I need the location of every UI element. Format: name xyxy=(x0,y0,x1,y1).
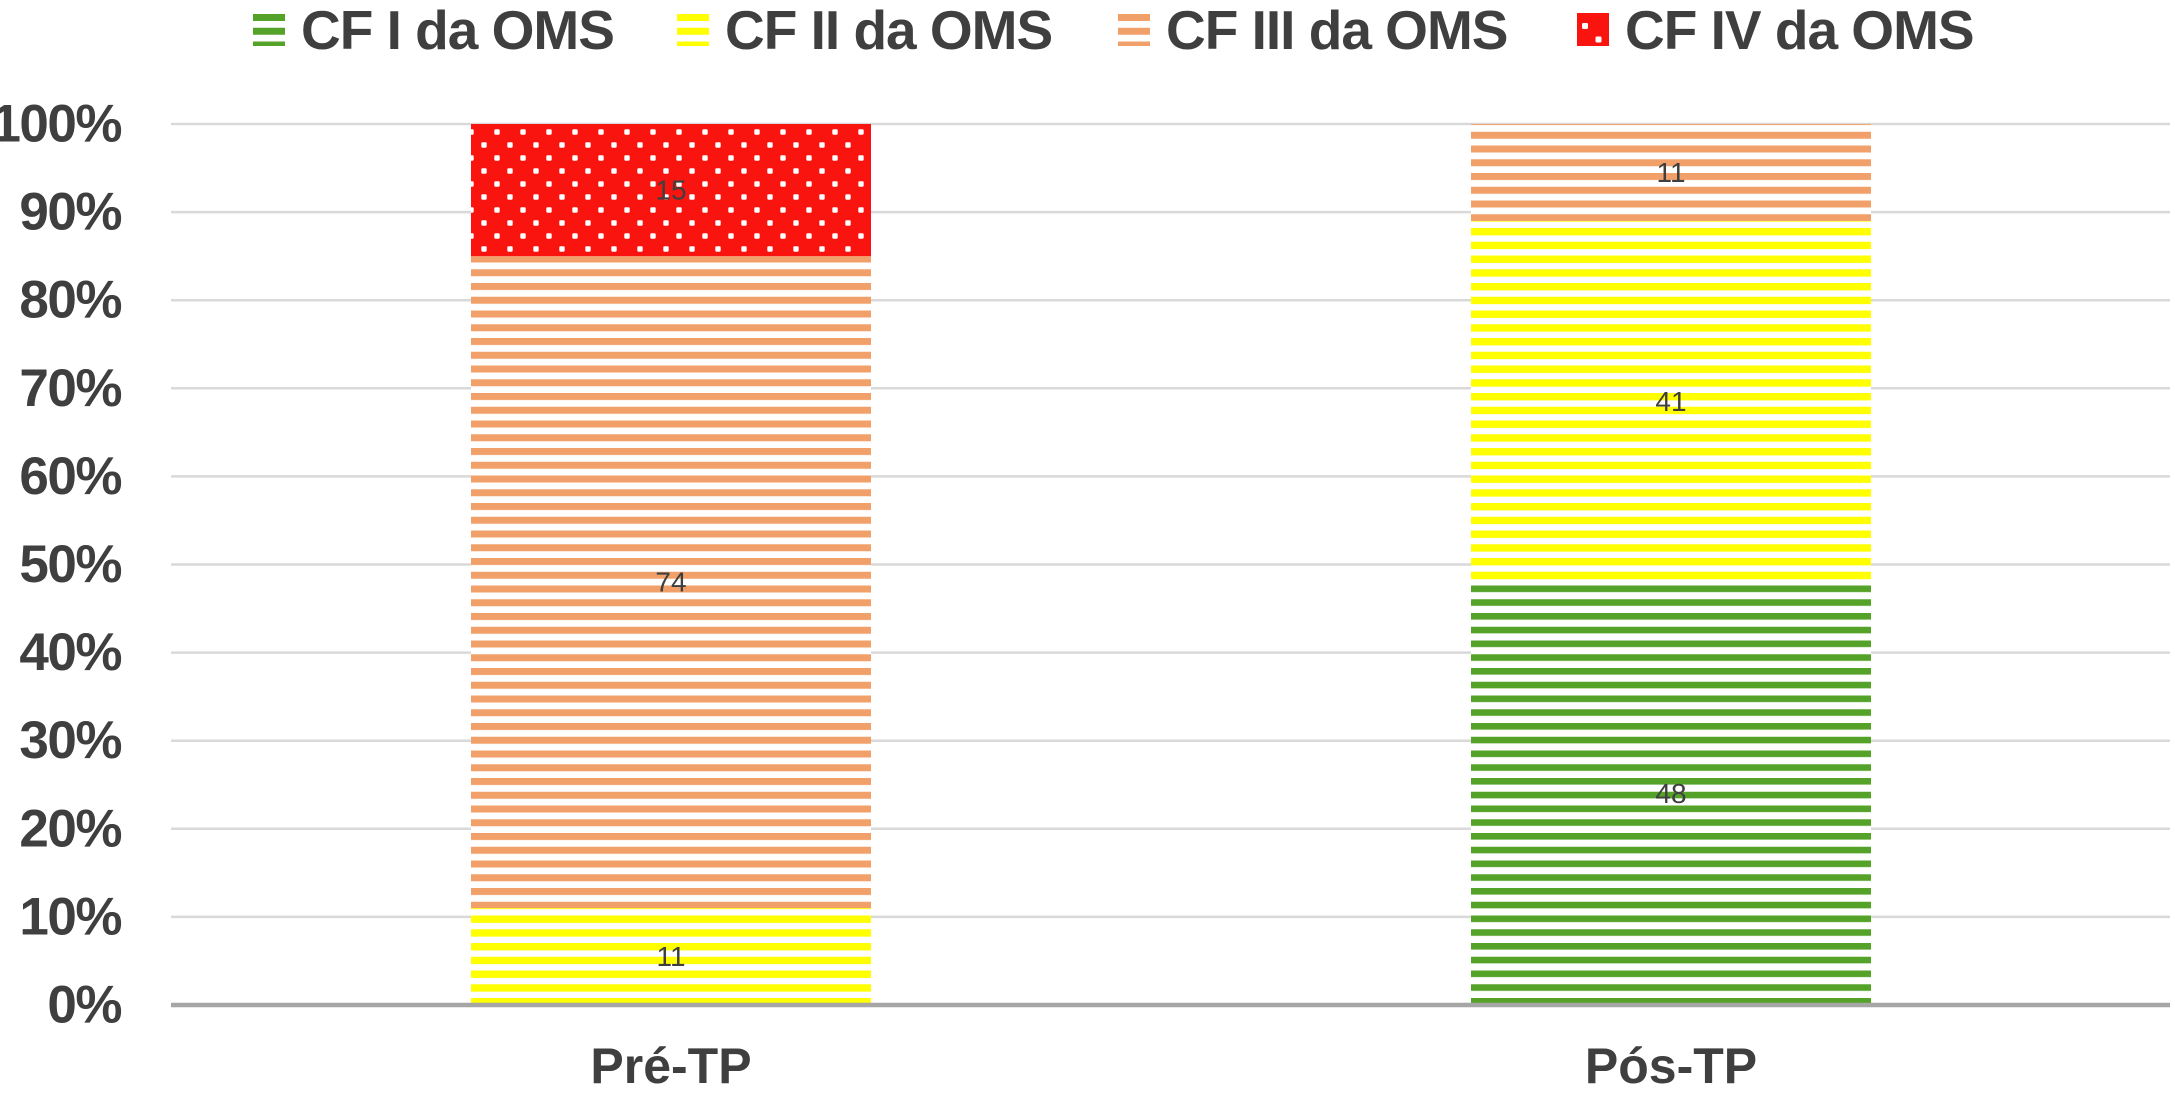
legend-swatch-icon xyxy=(1118,13,1150,46)
legend-item: CF I da OMS xyxy=(253,0,615,61)
bar-segment xyxy=(471,256,871,909)
legend-swatch-icon xyxy=(253,13,285,46)
category-label: Pós-TP xyxy=(1585,1038,1757,1094)
bar-pre-tp: 11 74 15 xyxy=(471,124,871,1005)
y-tick-label: 40% xyxy=(19,623,121,682)
legend-label: CF III da OMS xyxy=(1166,0,1508,61)
y-tick-label: 100% xyxy=(0,95,121,154)
legend-swatch-icon xyxy=(1577,13,1609,46)
y-tick-label: 70% xyxy=(19,359,121,418)
y-tick-label: 60% xyxy=(19,447,121,506)
y-tick-label: 90% xyxy=(19,183,121,242)
legend-item: CF III da OMS xyxy=(1118,0,1508,61)
chart-legend: CF I da OMS CF II da OMS CF III da OMS CF I… xyxy=(0,0,2175,70)
y-tick-label: 0% xyxy=(47,976,121,1035)
y-tick-label: 20% xyxy=(19,799,121,858)
bar-segment xyxy=(471,908,871,1005)
bar-segment xyxy=(1471,220,1871,583)
bar-segment xyxy=(471,124,871,257)
y-tick-label: 10% xyxy=(19,887,121,946)
data-label: 11 xyxy=(1656,157,1685,188)
legend-label: CF II da OMS xyxy=(725,0,1053,61)
legend-swatch-icon xyxy=(677,13,709,46)
y-tick-label: 50% xyxy=(19,535,121,594)
data-label: 48 xyxy=(1655,778,1686,809)
category-label: Pré-TP xyxy=(590,1038,751,1094)
y-tick-label: 80% xyxy=(19,271,121,330)
legend-label: CF I da OMS xyxy=(301,0,615,61)
bar-pos-tp: 48 41 11 xyxy=(1471,124,1871,1005)
data-label: 11 xyxy=(656,941,685,972)
bar-segment xyxy=(1471,582,1871,1005)
data-label: 41 xyxy=(1655,386,1686,417)
data-label: 15 xyxy=(655,175,686,206)
legend-item: CF II da OMS xyxy=(677,0,1053,61)
bar-segment xyxy=(1471,124,1871,221)
data-label: 74 xyxy=(655,567,686,598)
legend-item: CF IV da OMS xyxy=(1577,0,1975,61)
legend-label: CF IV da OMS xyxy=(1625,0,1975,61)
y-tick-label: 30% xyxy=(19,711,121,770)
